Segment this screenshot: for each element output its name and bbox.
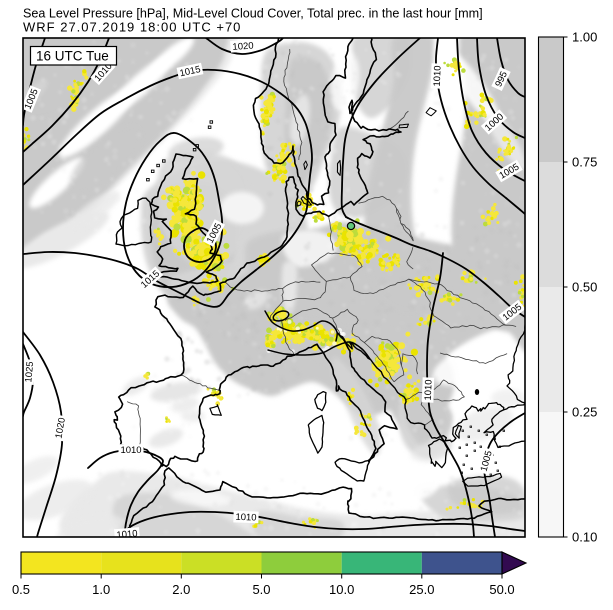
svg-text:0.25: 0.25 xyxy=(572,405,597,420)
svg-text:1010: 1010 xyxy=(235,512,257,524)
svg-text:0.10: 0.10 xyxy=(572,530,597,545)
svg-text:0.5: 0.5 xyxy=(12,582,30,597)
svg-text:1005: 1005 xyxy=(479,450,495,473)
svg-text:1020: 1020 xyxy=(232,40,254,52)
svg-text:1010: 1010 xyxy=(423,379,435,401)
svg-text:5.0: 5.0 xyxy=(252,582,270,597)
svg-text:1010: 1010 xyxy=(432,65,444,87)
svg-text:1.0: 1.0 xyxy=(92,582,110,597)
svg-text:10.0: 10.0 xyxy=(329,582,354,597)
svg-text:Sea Level Pressure [hPa], Mid-: Sea Level Pressure [hPa], Mid-Level Clou… xyxy=(23,7,483,21)
svg-text:50.0: 50.0 xyxy=(489,582,514,597)
svg-text:1025: 1025 xyxy=(23,361,36,383)
svg-text:25.0: 25.0 xyxy=(409,582,434,597)
svg-text:0.75: 0.75 xyxy=(572,155,597,170)
svg-text:1.00: 1.00 xyxy=(572,30,597,45)
svg-text:1015: 1015 xyxy=(179,64,202,79)
svg-text:16 UTC Tue: 16 UTC Tue xyxy=(36,49,109,64)
svg-text:2.0: 2.0 xyxy=(172,582,190,597)
svg-text:0.50: 0.50 xyxy=(572,280,597,295)
svg-text:1010: 1010 xyxy=(120,445,141,456)
svg-text:1010: 1010 xyxy=(116,528,138,541)
svg-text:WRF 27.07.2019 18:00 UTC +70: WRF 27.07.2019 18:00 UTC +70 xyxy=(23,20,241,35)
svg-text:1020: 1020 xyxy=(53,417,68,440)
